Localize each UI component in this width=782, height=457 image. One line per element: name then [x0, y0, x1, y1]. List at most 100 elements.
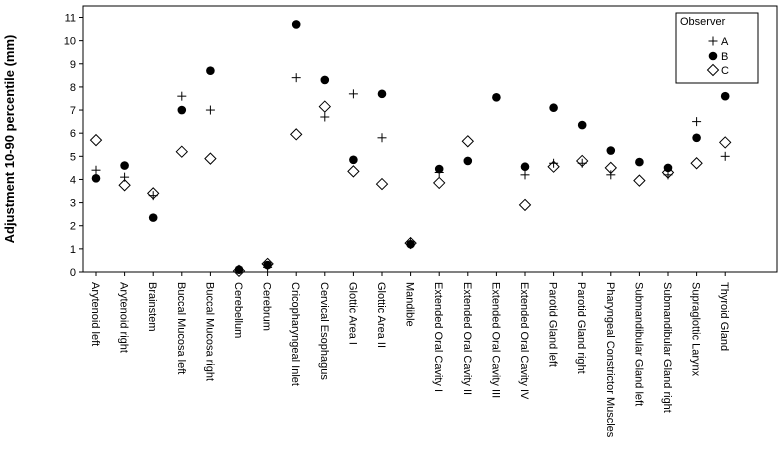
legend-label-c: C [721, 65, 729, 77]
x-tick-label: Mandible [404, 282, 416, 327]
marker-a [720, 151, 730, 161]
marker-c [375, 177, 389, 191]
marker-a [606, 170, 616, 180]
x-tick-label: Brainstem [146, 282, 158, 332]
marker-b [320, 75, 330, 85]
y-tick-label: 1 [70, 244, 76, 256]
x-tick-label: Arytenoid left [89, 282, 101, 346]
marker-a [91, 165, 101, 175]
y-tick-label: 11 [65, 13, 76, 25]
marker-b [577, 120, 587, 130]
marker-a [406, 237, 416, 247]
marker-c [204, 152, 217, 165]
y-tick-label: 2 [70, 221, 76, 233]
marker-c [432, 176, 446, 190]
marker-a [148, 191, 158, 201]
marker-a [434, 168, 444, 178]
y-tick-label: 5 [70, 151, 76, 163]
x-tick-label: Supraglottic Larynx [690, 282, 702, 377]
marker-c [633, 174, 646, 187]
marker-b [91, 173, 101, 183]
marker-c [89, 133, 103, 147]
marker-b [692, 133, 701, 143]
marker-b [349, 155, 358, 165]
legend-label-b: B [721, 51, 728, 63]
x-tick-label: Arytenoid right [118, 282, 130, 353]
x-tick-label: Cerebellum [232, 282, 244, 338]
x-tick-label: Thyroid Gland [718, 282, 730, 351]
marker-c [690, 157, 703, 170]
legend-marker-c [706, 63, 720, 77]
marker-a [120, 172, 130, 182]
x-tick-label: Buccal Mucosa right [203, 282, 215, 381]
marker-c [118, 179, 131, 192]
y-tick-label: 9 [70, 59, 76, 71]
legend-label-a: A [721, 36, 729, 48]
x-tick-label: Extended Oral Cavity III [489, 282, 501, 398]
marker-c [718, 136, 732, 149]
y-tick-label: 4 [70, 174, 76, 186]
marker-b [291, 20, 301, 29]
marker-c [518, 198, 532, 212]
marker-a [692, 117, 702, 127]
x-tick-label: Submandibular Gland left [632, 282, 644, 406]
x-tick-label: Cervical Esophagus [318, 282, 330, 380]
marker-c [175, 145, 189, 158]
y-tick-label: 7 [70, 105, 76, 117]
marker-b [148, 213, 158, 222]
marker-a [320, 112, 330, 122]
x-tick-label: Buccal Mucosa left [175, 282, 187, 374]
marker-b [463, 156, 473, 166]
y-tick-label: 0 [70, 267, 76, 279]
y-axis: 0 1 2 3 4 5 6 7 8 9 10 11 [64, 13, 83, 279]
marker-b [206, 66, 215, 76]
y-tick-label: 6 [70, 128, 76, 140]
x-tick-label: Glottic Area II [375, 282, 387, 348]
legend-marker-b [708, 51, 718, 61]
marker-b [606, 146, 616, 155]
legend-title: Observer [680, 16, 726, 28]
marker-b [377, 89, 387, 99]
x-tick-label: Extended Oral Cavity I [432, 282, 444, 392]
marker-a [177, 91, 187, 101]
marker-a [377, 133, 387, 143]
marker-a [205, 105, 215, 115]
marker-c [318, 100, 332, 113]
marker-b [663, 163, 673, 173]
marker-b [520, 162, 530, 172]
marker-b [120, 161, 129, 170]
marker-a [348, 89, 358, 99]
y-tick-label: 3 [70, 198, 76, 210]
marker-b [177, 105, 187, 115]
x-axis: Arytenoid left Arytenoid right Brainstem Bu… [89, 272, 730, 438]
x-tick-label: Submandibular Gland right [661, 282, 673, 413]
marker-c [461, 135, 475, 148]
x-tick-label: Cricopharyngeal Inlet [289, 282, 301, 386]
marker-b [549, 103, 558, 113]
marker-a [520, 170, 530, 180]
marker-b [720, 91, 730, 101]
y-tick-label: 8 [70, 82, 76, 94]
x-tick-label: Extended Oral Cavity IV [518, 282, 530, 400]
marker-a [549, 158, 559, 168]
marker-a [577, 158, 587, 168]
data-markers [89, 20, 732, 278]
marker-a [291, 73, 301, 83]
x-tick-label: Parotid Gland right [575, 282, 587, 374]
x-tick-label: Extended Oral Cavity II [461, 282, 473, 395]
x-tick-label: Cerebrum [261, 282, 273, 331]
x-tick-label: Parotid Gland left [547, 282, 559, 367]
marker-b [635, 157, 644, 167]
marker-c [347, 165, 360, 178]
x-tick-label: Pharyngeal Constrictor Muscles [604, 282, 616, 438]
marker-a [234, 265, 244, 275]
marker-c [289, 128, 303, 141]
legend-marker-a [708, 36, 718, 46]
marker-a [663, 170, 673, 180]
y-tick-label: 10 [64, 36, 76, 48]
x-tick-label: Glottic Area I [346, 282, 358, 345]
y-axis-title: Adjustment 10-90 percentile (mm) [2, 35, 17, 244]
marker-b [492, 93, 501, 102]
legend: Observer ABC [675, 12, 759, 84]
